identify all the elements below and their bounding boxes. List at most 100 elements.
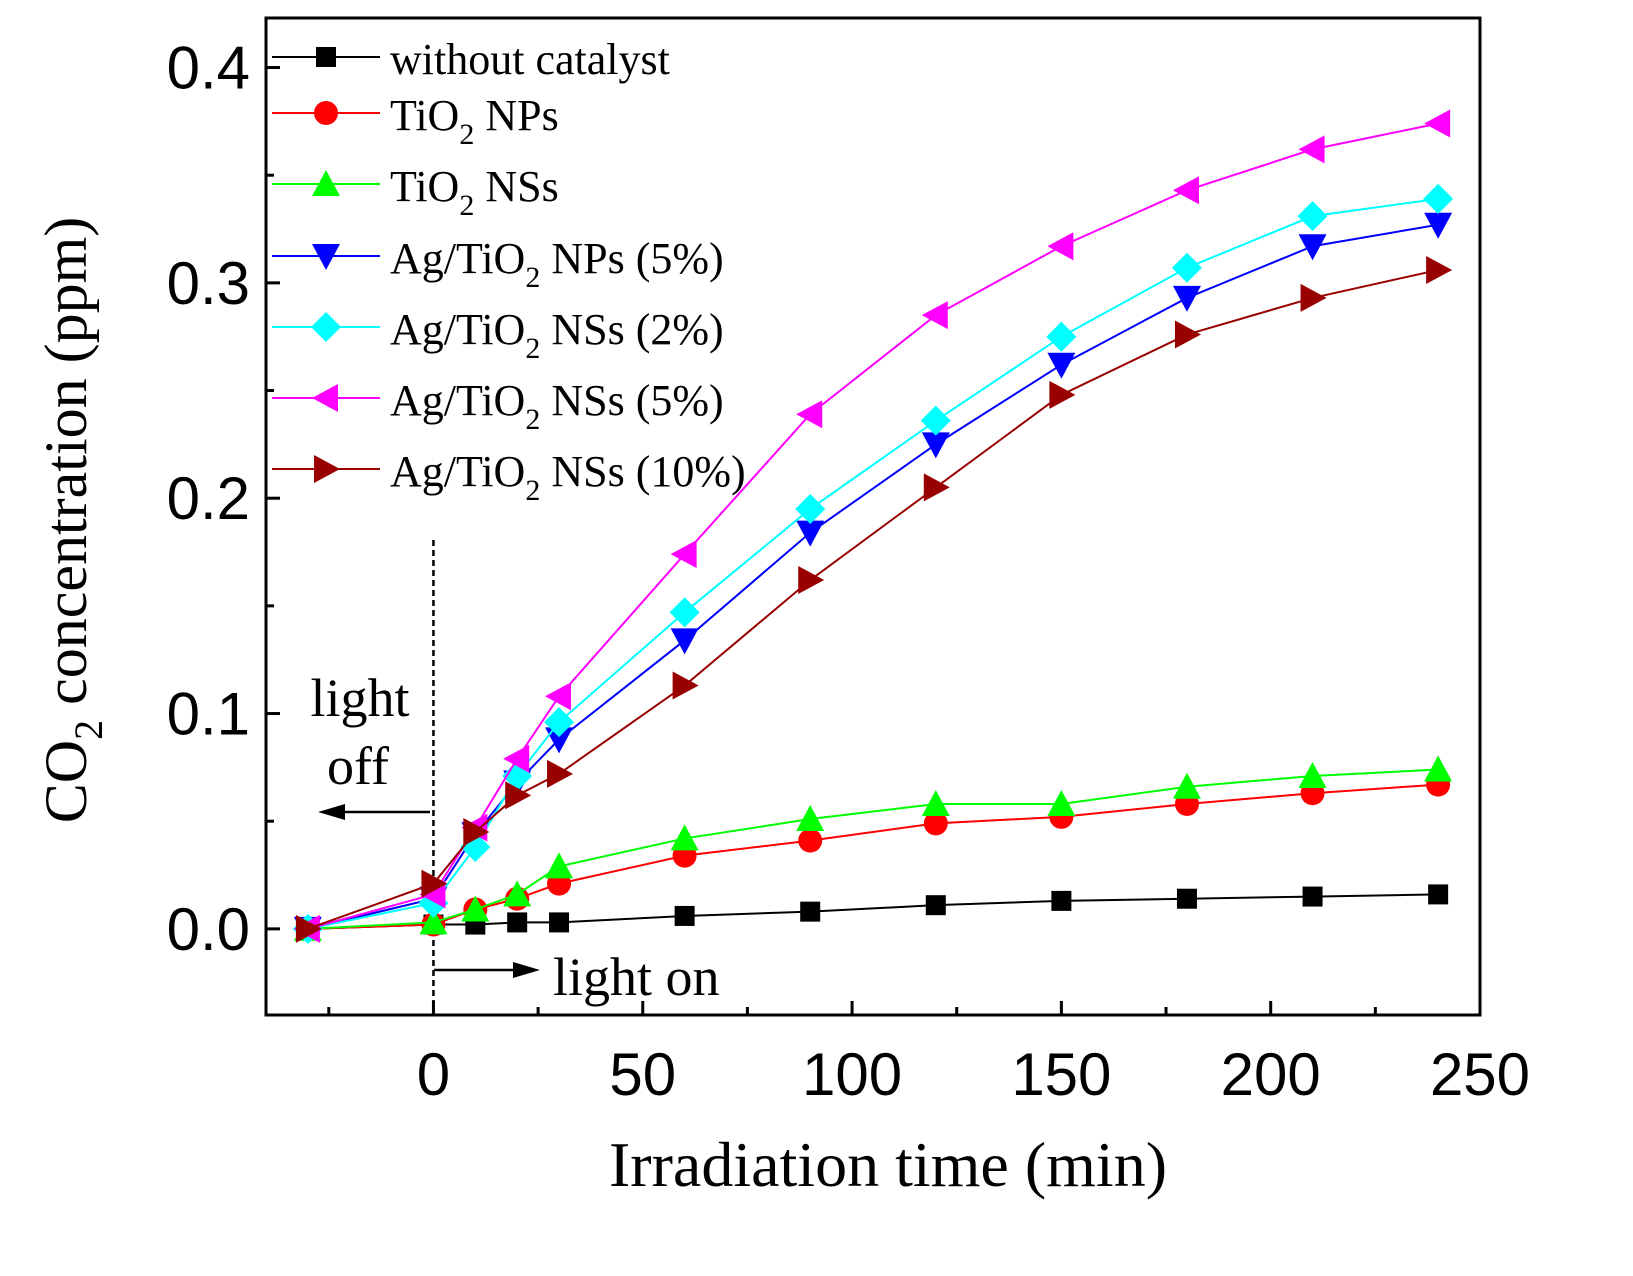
data-point: [670, 628, 699, 655]
legend-label: Ag/TiO2 NSs (5%): [390, 376, 724, 436]
data-point: [295, 914, 322, 943]
legend-entry: Ag/TiO2 NSs (10%): [272, 447, 746, 507]
data-point: [796, 520, 825, 547]
data-point: [670, 540, 697, 569]
data-point: [549, 912, 570, 933]
y-tick-label: 0.2: [167, 465, 250, 532]
data-point: [1428, 884, 1449, 905]
series-line: [307, 197, 1439, 930]
data-point: [670, 824, 699, 851]
data-point: [920, 405, 951, 436]
data-point: [1051, 890, 1072, 911]
light-on-arrow: [434, 962, 540, 978]
data-point: [545, 727, 574, 754]
data-point: [1423, 183, 1454, 214]
data-point: [1298, 761, 1327, 788]
data-point: [1174, 320, 1201, 349]
legend-label: without catalyst: [390, 35, 670, 84]
data-point: [674, 905, 695, 926]
data-point: [923, 473, 950, 502]
legend-label: Ag/TiO2 NSs (10%): [390, 447, 746, 507]
data-point: [795, 493, 826, 524]
data-point: [547, 759, 574, 788]
legend-marker: [312, 244, 340, 270]
legend-label-sub: 2: [525, 261, 540, 294]
legend-label: TiO2 NPs: [390, 91, 559, 151]
light-off-label-line1: light: [310, 668, 409, 728]
y-tick-label: 0.3: [167, 250, 250, 317]
y-tick-label: 0.1: [167, 681, 250, 748]
legend-label-sub: 2: [459, 189, 474, 222]
data-point: [669, 597, 700, 628]
light-on-label: light on: [553, 947, 720, 1007]
data-point: [1047, 352, 1076, 379]
light-off-arrow: [318, 804, 430, 820]
data-point: [503, 880, 532, 907]
x-tick-label: 150: [1011, 1041, 1111, 1108]
annotations: light off light on: [310, 540, 720, 1015]
data-point: [1171, 252, 1202, 283]
y-axis-label-main: CO: [33, 740, 99, 823]
data-point: [921, 301, 948, 330]
legend-label: Ag/TiO2 NSs (2%): [390, 305, 724, 365]
data-point: [463, 817, 490, 846]
legend-label-main: without catalyst: [390, 35, 670, 84]
legend-label-rest: NSs (5%): [540, 376, 723, 425]
data-point: [1297, 201, 1328, 232]
data-point: [1049, 380, 1076, 409]
data-point: [1424, 212, 1453, 239]
x-tick-label: 50: [609, 1041, 676, 1108]
data-point: [1176, 888, 1197, 909]
legend-label-rest: NSs (2%): [540, 305, 723, 354]
data-point: [1172, 176, 1199, 205]
light-off-label-line2: off: [327, 736, 389, 796]
legend-label-main: TiO: [390, 91, 459, 140]
data-point: [461, 895, 490, 922]
x-tick-label: 200: [1221, 1041, 1321, 1108]
axes: 0 50 100 150 200 250 0.0 0.1 0.2 0.3 0.4: [167, 35, 1530, 1108]
data-point: [1172, 285, 1201, 312]
legend-label: TiO2 NSs: [390, 162, 559, 222]
data-point: [796, 805, 825, 832]
y-tick-label: 0.4: [167, 35, 250, 102]
legend-entry: without catalyst: [272, 35, 670, 84]
legend-marker: [311, 312, 341, 342]
data-point: [1047, 789, 1076, 816]
data-point: [503, 744, 530, 773]
data-point: [923, 811, 948, 836]
data-point: [421, 869, 448, 898]
data-point: [1047, 232, 1074, 261]
legend-marker: [314, 101, 338, 125]
plot-frame: [264, 16, 1482, 1017]
legend-marker: [312, 170, 340, 196]
legend-label-rest: NPs (5%): [540, 234, 723, 283]
data-point: [800, 901, 821, 922]
data-point: [921, 432, 950, 459]
legend-label-rest: NSs (10%): [540, 447, 745, 496]
data-point: [1302, 886, 1323, 907]
x-axis-label: Irradiation time (min): [609, 1129, 1167, 1200]
legend-label-main: Ag/TiO: [390, 305, 525, 354]
data-point: [1424, 755, 1453, 782]
legend-label-rest: NSs: [474, 162, 558, 211]
data-point: [1298, 234, 1327, 261]
legend-marker: [314, 455, 340, 483]
legend-label-main: Ag/TiO: [390, 376, 525, 425]
data-point: [419, 908, 448, 935]
legend-entry: TiO2 NPs: [272, 91, 559, 151]
series-tio2-nss: [293, 755, 1453, 941]
y-axis-label-sub: 2: [66, 720, 111, 740]
series-group: [292, 109, 1454, 944]
data-point: [921, 789, 950, 816]
data-point: [798, 828, 823, 853]
x-tick-label: 250: [1430, 1041, 1530, 1108]
legend-label-main: TiO: [390, 162, 459, 211]
data-point: [1172, 772, 1201, 799]
data-point: [796, 400, 823, 429]
y-axis-label: CO2 concentration (ppm): [33, 217, 111, 824]
legend-label-main: Ag/TiO: [390, 234, 525, 283]
data-point: [798, 566, 825, 595]
legend-marker: [316, 47, 336, 67]
data-point: [1300, 283, 1327, 312]
